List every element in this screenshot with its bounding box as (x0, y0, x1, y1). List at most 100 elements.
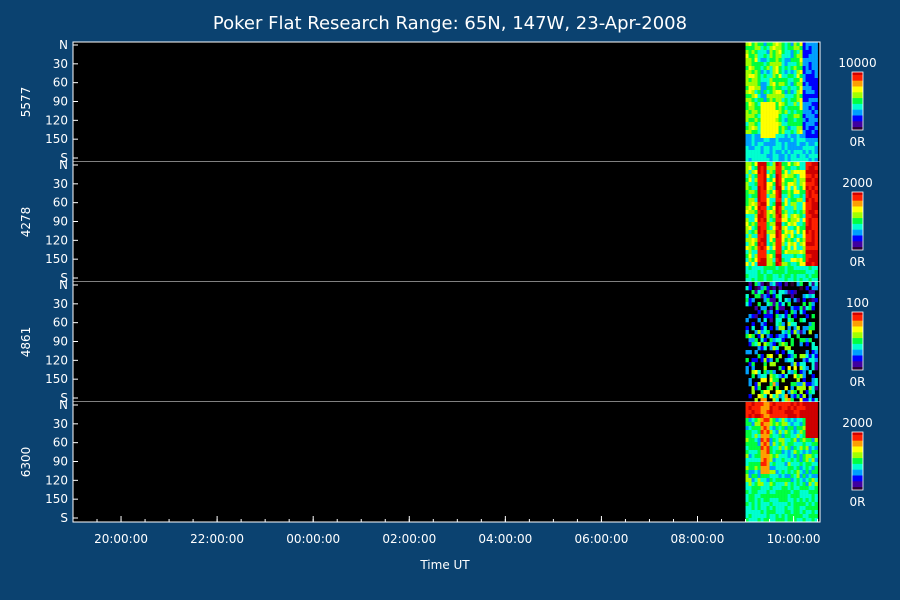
heatmap-cell (766, 110, 770, 115)
heatmap-cell (751, 506, 755, 511)
heatmap-cell (751, 166, 755, 171)
heatmap-cell (784, 358, 788, 363)
heatmap-cell (769, 446, 773, 451)
heatmap-cell (754, 198, 758, 203)
heatmap-cell (763, 186, 767, 191)
heatmap-cell (796, 482, 800, 487)
heatmap-cell (781, 114, 785, 119)
heatmap-cell (802, 502, 806, 507)
plot-frame (72, 41, 821, 523)
heatmap-cell (811, 238, 815, 243)
heatmap-cell (781, 194, 785, 199)
colorbar-segment (852, 118, 863, 121)
heatmap-cell (799, 458, 803, 463)
heatmap-cell (796, 74, 800, 79)
heatmap-cell (814, 194, 818, 199)
heatmap-cell (793, 250, 797, 255)
heatmap-cell (778, 502, 782, 507)
heatmap-cell (754, 42, 758, 47)
heatmap-cell (769, 438, 773, 443)
heatmap-cell (757, 262, 761, 267)
heatmap-cell (772, 466, 776, 471)
heatmap-cell (754, 454, 758, 459)
heatmap-cell (766, 334, 770, 339)
heatmap-cell (769, 354, 773, 359)
heatmap-cell (754, 122, 758, 127)
heatmap-cell (769, 50, 773, 55)
heatmap-cell (751, 54, 755, 59)
heatmap-cell (748, 438, 752, 443)
heatmap-cell (769, 218, 773, 223)
colorbar-segment (852, 453, 863, 456)
heatmap-cell (757, 114, 761, 119)
heatmap-cell (745, 482, 749, 487)
heatmap-cell (775, 62, 779, 67)
colorbar-segment (852, 475, 863, 478)
heatmap-cell (754, 202, 758, 207)
heatmap-cell (781, 322, 785, 327)
heatmap-cell (805, 74, 809, 79)
heatmap-cell (802, 454, 806, 459)
heatmap-cell (745, 266, 749, 271)
heatmap-cell (772, 162, 776, 167)
heatmap-cell (790, 122, 794, 127)
heatmap-cell (772, 186, 776, 191)
heatmap-cell (790, 410, 794, 415)
colorbar-segment (852, 244, 863, 246)
heatmap-cell (769, 202, 773, 207)
colorbar-segment (852, 355, 863, 358)
heatmap-cell (748, 334, 752, 339)
heatmap-cell (805, 146, 809, 151)
heatmap-cell (763, 234, 767, 239)
heatmap-cell (754, 46, 758, 51)
heatmap-cell (793, 506, 797, 511)
heatmap-cell (802, 318, 806, 323)
heatmap-cell (775, 90, 779, 95)
heatmap-cell (787, 178, 791, 183)
heatmap-cell (787, 470, 791, 475)
heatmap-cell (790, 478, 794, 483)
heatmap-cell (811, 390, 815, 395)
heatmap-cell (778, 82, 782, 87)
heatmap-cell (775, 406, 779, 411)
heatmap-cell (775, 42, 779, 47)
heatmap-cell (772, 458, 776, 463)
heatmap-cell (781, 314, 785, 319)
heatmap-cell (811, 162, 815, 167)
heatmap-cell (787, 450, 791, 455)
heatmap-cell (796, 454, 800, 459)
heatmap-cell (757, 130, 761, 135)
heatmap-cell (760, 518, 764, 523)
heatmap-cell (781, 266, 785, 271)
heatmap-cell (754, 98, 758, 103)
colorbar-segment (852, 87, 863, 90)
heatmap-cell (805, 126, 809, 131)
heatmap-cell (766, 150, 770, 155)
heatmap-cell (772, 246, 776, 251)
heatmap-cell (781, 42, 785, 47)
colorbar-segment (852, 229, 863, 232)
heatmap-cell (769, 394, 773, 399)
heatmap-cell (787, 134, 791, 139)
heatmap-cell (766, 114, 770, 119)
heatmap-cell (808, 62, 812, 67)
heatmap-cell (781, 98, 785, 103)
heatmap-cell (790, 154, 794, 159)
heatmap-cell (814, 210, 818, 215)
heatmap-cell (814, 202, 818, 207)
heatmap-cell (760, 390, 764, 395)
heatmap-cell (766, 266, 770, 271)
heatmap-cell (808, 394, 812, 399)
heatmap-cell (814, 226, 818, 231)
heatmap-cell (802, 490, 806, 495)
heatmap-cell (805, 486, 809, 491)
heatmap-cell (754, 194, 758, 199)
heatmap-cell (793, 58, 797, 63)
heatmap-cell (799, 58, 803, 63)
heatmap-cell (799, 454, 803, 459)
heatmap-cell (751, 486, 755, 491)
heatmap-cell (781, 126, 785, 131)
heatmap-cell (811, 106, 815, 111)
heatmap-cell (805, 410, 809, 415)
heatmap-cell (745, 138, 749, 143)
